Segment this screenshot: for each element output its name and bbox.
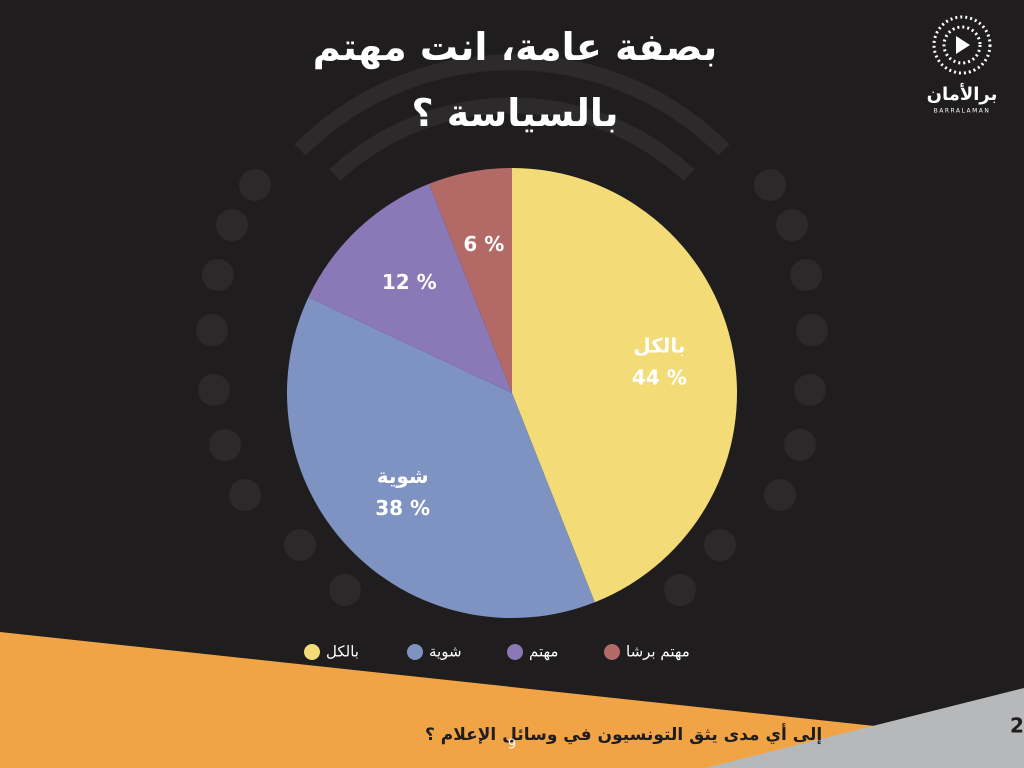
data-label: 44 % <box>632 365 687 389</box>
chart-title: بصفة عامة، انت مهتم بالسياسة ؟ <box>312 25 718 135</box>
legend-marker <box>604 644 620 660</box>
footer-band-gray <box>705 688 1024 768</box>
legend-label: بالكل <box>326 643 359 661</box>
logo <box>932 15 992 75</box>
slice-name: بالكل <box>633 333 685 357</box>
legend-label: مهتم <box>529 643 558 661</box>
pie-slice <box>512 168 737 603</box>
legend-marker <box>304 644 320 660</box>
logo-name: برالأمان <box>927 83 998 105</box>
page-number: 9 <box>508 738 516 753</box>
pie-slice <box>308 183 512 393</box>
footer-date: سبتمبر 2018 <box>1010 714 1024 738</box>
decoration-dots <box>196 169 828 606</box>
data-label: 38 % <box>375 496 430 520</box>
slice-name: شوية <box>377 464 429 488</box>
logo-subtitle: BARRALAMAN <box>934 108 991 115</box>
legend-marker <box>507 644 523 660</box>
data-label: 6 % <box>463 232 504 256</box>
legend-label: مهتم برشا <box>626 643 690 661</box>
pie-slice <box>287 297 595 618</box>
footer-question: إلى أي مدى يثق التونسيون في وسائل الإعلا… <box>425 723 822 745</box>
footer-band <box>0 632 1024 768</box>
legend-marker <box>407 644 423 660</box>
legend-label: شوية <box>429 643 462 661</box>
data-label: 12 % <box>382 270 437 294</box>
pie-slice <box>429 168 512 393</box>
decoration <box>294 54 730 181</box>
